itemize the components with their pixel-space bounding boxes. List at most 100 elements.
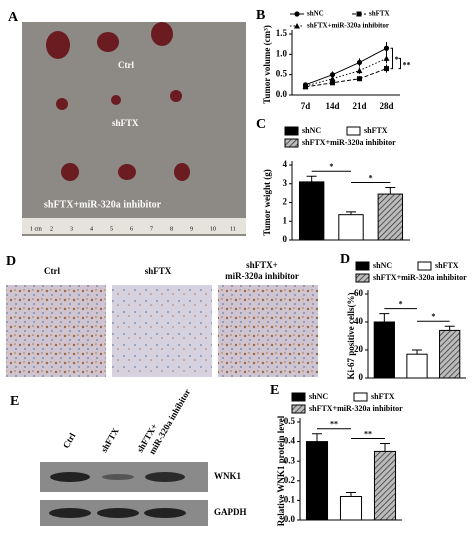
error-bar	[385, 187, 396, 195]
ruler-number: 2	[50, 226, 53, 232]
annotation: **	[330, 420, 338, 429]
y-tick-label: 1.5	[276, 28, 288, 38]
marker	[330, 80, 335, 86]
band	[144, 508, 186, 518]
group-label: shFTX+miR-320a inhibitor	[44, 199, 162, 210]
ruler-number: 6	[130, 226, 133, 232]
marker	[356, 67, 363, 74]
legend-marker	[294, 23, 300, 29]
band	[145, 472, 185, 482]
legend-label: shFTX+miR-320a inhibitor	[307, 22, 389, 30]
y-tick-label: 0.2	[284, 475, 296, 485]
legend-swatch	[284, 138, 299, 148]
legend-label: shFTX	[369, 10, 390, 18]
y-tick-label: 1	[283, 215, 288, 225]
y-tick-label: 0.5	[284, 416, 296, 426]
y-tick-label: 0.1	[284, 494, 296, 504]
legend-label: shFTX+miR-320a inhibitor	[373, 273, 467, 282]
panel-label: D	[6, 254, 16, 269]
y-tick-label: 0.4	[284, 436, 296, 446]
lane-label: miR-320a inhibitor	[147, 387, 193, 456]
legend-swatch	[284, 126, 299, 136]
annotation: **	[364, 429, 372, 438]
protein-label: GAPDH	[214, 507, 247, 517]
lane-label: Ctrl	[61, 431, 78, 450]
y-tick-label: 0.5	[276, 69, 288, 79]
legend-label: shFTX+miR-320a inhibitor	[302, 138, 396, 147]
protein-label: WNK1	[214, 471, 242, 481]
x-tick-label: 14d	[325, 101, 339, 111]
legend-swatch	[291, 392, 306, 402]
series-line	[305, 47, 387, 86]
band	[50, 472, 90, 482]
y-tick-label: 0.3	[284, 455, 296, 465]
legend-swatch	[346, 126, 361, 136]
image-label: shFTX+	[246, 260, 278, 270]
ruler-number: 8	[170, 226, 173, 232]
series-line	[305, 57, 387, 87]
image-label: shFTX	[145, 266, 172, 276]
y-tick-label: 0.0	[276, 89, 288, 99]
significance-bracket	[390, 47, 393, 70]
legend-swatch	[353, 392, 368, 402]
ruler-number: 10	[210, 226, 216, 232]
annotation: *	[431, 312, 435, 321]
significance-bracket	[398, 57, 401, 70]
band	[97, 508, 139, 518]
x-tick-label: 21d	[352, 101, 366, 111]
y-tick-label: 60	[354, 288, 364, 298]
bar	[373, 321, 395, 379]
y-axis-label: Ki-67 positive cells(%)	[346, 293, 356, 380]
image-label: Ctrl	[44, 266, 60, 276]
bar	[339, 495, 363, 521]
band	[49, 508, 91, 518]
panel-label: A	[8, 10, 19, 25]
legend-label: shFTX	[371, 392, 395, 401]
ruler-number: 5	[110, 226, 113, 232]
y-tick-label: 0.0	[284, 514, 296, 524]
histology-image	[112, 285, 212, 377]
y-tick-label: 4	[283, 159, 288, 169]
bar	[439, 329, 461, 379]
band	[102, 474, 134, 480]
marker	[384, 66, 389, 72]
x-tick-label: 28d	[379, 101, 393, 111]
ruler-number: 4	[90, 226, 93, 232]
y-tick-label: 0	[283, 234, 288, 244]
series-line	[305, 68, 387, 88]
y-axis-label: Tumor volume (cm³)	[262, 25, 272, 104]
bar	[406, 353, 428, 379]
y-tick-label: 1.0	[276, 48, 288, 58]
annotation: *	[395, 55, 399, 64]
histology-image	[218, 285, 318, 377]
error-bar	[306, 175, 317, 182]
group-label: Ctrl	[118, 60, 134, 70]
marker	[302, 83, 309, 89]
error-bar	[312, 433, 322, 442]
y-axis-label: Relative WNK1 protein level	[276, 415, 286, 526]
annotation: *	[369, 173, 373, 182]
error-bar	[444, 325, 455, 331]
panel-label: E	[270, 383, 279, 398]
ruler-number: 11	[230, 226, 236, 232]
ruler-number: 1 cm	[30, 226, 42, 232]
y-tick-label: 40	[354, 316, 364, 326]
lane-label: shFTX	[99, 426, 121, 454]
bar	[373, 450, 397, 521]
legend-swatch	[355, 273, 370, 283]
legend-label: shNC	[373, 261, 392, 270]
annotation: **	[403, 60, 411, 69]
image-label: miR-320a inhibitor	[225, 271, 299, 281]
legend-swatch	[291, 404, 306, 414]
group-label: shFTX	[112, 118, 139, 128]
y-tick-label: 20	[354, 344, 364, 354]
ruler	[22, 218, 246, 234]
y-tick-label: 3	[283, 178, 288, 188]
error-bar	[346, 211, 356, 215]
legend-marker	[356, 11, 362, 17]
ruler-number: 3	[70, 226, 73, 232]
bar	[338, 214, 364, 241]
y-tick-label: 2	[283, 197, 288, 207]
ruler-number: 7	[150, 226, 153, 232]
